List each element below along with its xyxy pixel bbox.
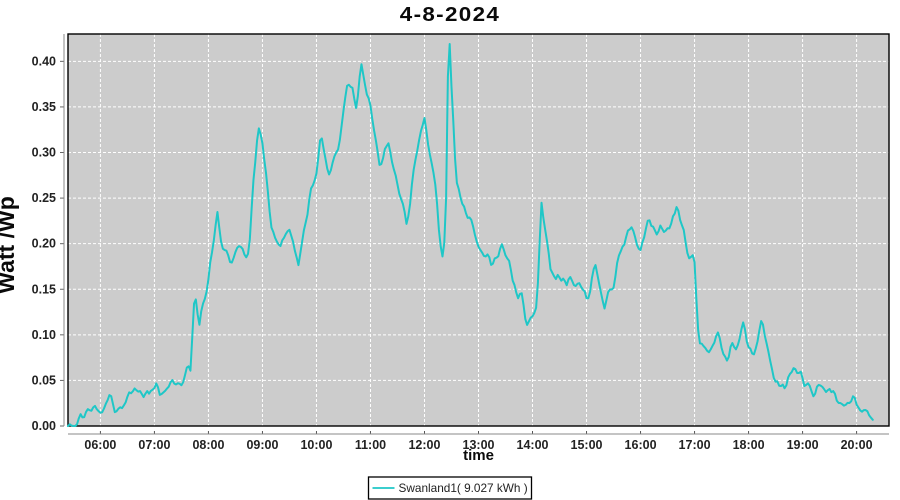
svg-text:18:00: 18:00 <box>733 438 765 452</box>
svg-text:time: time <box>463 447 494 464</box>
svg-text:0.25: 0.25 <box>32 191 56 205</box>
svg-text:07:00: 07:00 <box>138 438 170 452</box>
svg-text:0.10: 0.10 <box>32 328 56 342</box>
svg-text:0.00: 0.00 <box>32 419 56 433</box>
svg-text:20:00: 20:00 <box>841 438 873 452</box>
svg-text:14:00: 14:00 <box>517 438 549 452</box>
svg-text:17:00: 17:00 <box>679 438 711 452</box>
svg-text:15:00: 15:00 <box>571 438 603 452</box>
svg-text:0.30: 0.30 <box>32 146 56 160</box>
svg-text:19:00: 19:00 <box>787 438 819 452</box>
svg-text:Swanland1( 9.027 kWh ): Swanland1( 9.027 kWh ) <box>399 481 528 495</box>
svg-text:06:00: 06:00 <box>84 438 116 452</box>
svg-text:08:00: 08:00 <box>192 438 224 452</box>
svg-text:12:00: 12:00 <box>408 438 440 452</box>
svg-text:0.40: 0.40 <box>32 54 56 68</box>
svg-text:11:00: 11:00 <box>355 438 386 452</box>
svg-text:09:00: 09:00 <box>246 438 278 452</box>
svg-text:0.15: 0.15 <box>32 282 56 296</box>
svg-text:0.05: 0.05 <box>32 373 56 387</box>
svg-text:0.35: 0.35 <box>32 100 56 114</box>
svg-text:16:00: 16:00 <box>625 438 657 452</box>
svg-text:10:00: 10:00 <box>300 438 332 452</box>
svg-text:0.20: 0.20 <box>32 237 56 251</box>
svg-text:Watt /Wp: Watt /Wp <box>0 196 19 294</box>
